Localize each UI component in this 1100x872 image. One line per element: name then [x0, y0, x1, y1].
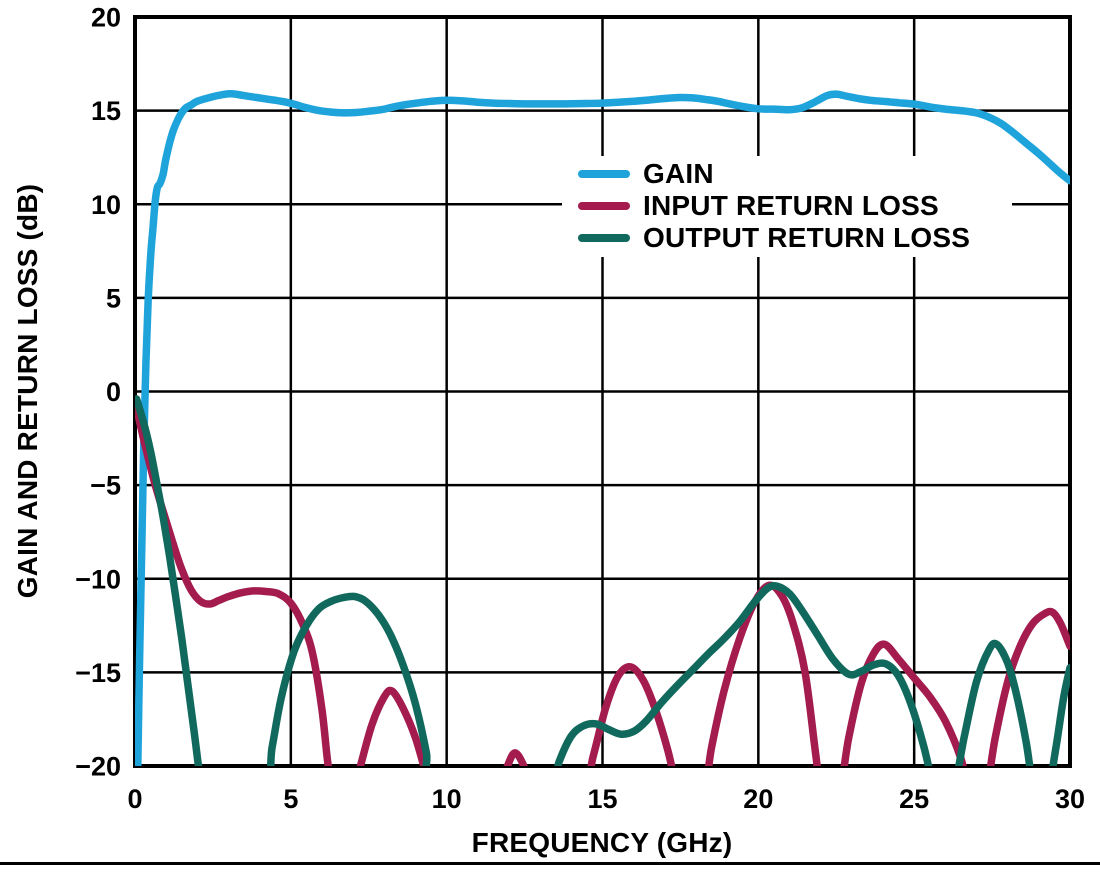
- legend-item-output-return-loss: OUTPUT RETURN LOSS: [562, 222, 1012, 254]
- y-tick-label-20: 20: [91, 3, 121, 33]
- legend-item-gain: GAIN: [562, 158, 1012, 190]
- series-line-output-return-loss: [135, 395, 1070, 766]
- y-tick-label-15: 15: [91, 96, 121, 126]
- plot-border: [133, 15, 1072, 768]
- legend-label-input-return-loss: INPUT RETURN LOSS: [643, 190, 939, 221]
- legend-swatch-input-return-loss: [578, 202, 630, 210]
- y-tick-label--20: −20: [75, 752, 121, 782]
- legend-swatch-output-return-loss: [578, 234, 630, 242]
- y-tick-label-10: 10: [91, 190, 121, 220]
- series-group: [135, 90, 1070, 766]
- series-line-input-return-loss: [135, 404, 1070, 766]
- y-tick-label--10: −10: [75, 564, 121, 594]
- y-tick-label-5: 5: [106, 283, 121, 313]
- grid: [133, 15, 1072, 768]
- x-tick-label-25: 25: [899, 784, 929, 814]
- x-tick-label-10: 10: [432, 784, 462, 814]
- legend: GAIN INPUT RETURN LOSS OUTPUT RETURN LOS…: [562, 156, 1012, 257]
- y-tick-label--15: −15: [75, 658, 121, 688]
- legend-label-gain: GAIN: [643, 158, 714, 189]
- x-tick-label-30: 30: [1055, 784, 1085, 814]
- y-tick-label-0: 0: [106, 377, 121, 407]
- y-axis-title: GAIN AND RETURN LOSS (dB): [12, 183, 43, 599]
- legend-item-input-return-loss: INPUT RETURN LOSS: [562, 190, 1012, 222]
- series-line-gain: [135, 90, 1070, 766]
- x-tick-label-5: 5: [283, 784, 298, 814]
- bottom-rule: [0, 862, 1100, 865]
- legend-swatch-gain: [578, 170, 630, 178]
- x-tick-label-20: 20: [743, 784, 773, 814]
- x-axis-title: FREQUENCY (GHz): [471, 827, 733, 858]
- legend-label-output-return-loss: OUTPUT RETURN LOSS: [643, 222, 971, 253]
- x-tick-label-0: 0: [127, 784, 142, 814]
- y-tick-label--5: −5: [90, 471, 121, 501]
- x-tick-label-15: 15: [587, 784, 617, 814]
